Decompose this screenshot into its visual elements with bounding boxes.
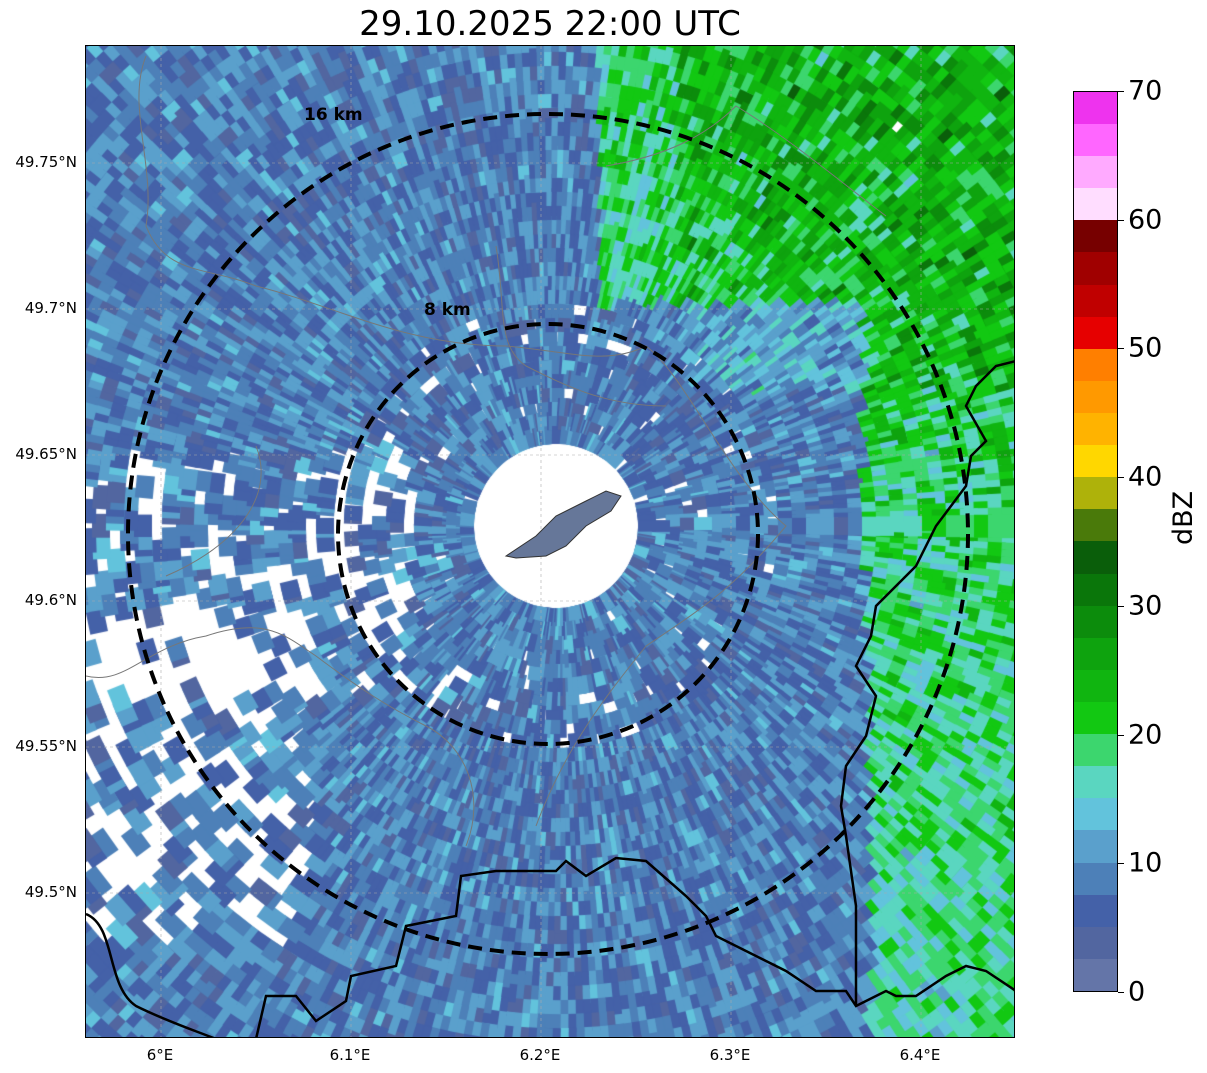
colorbar-tick bbox=[1118, 992, 1124, 993]
colorbar-bin bbox=[1074, 124, 1117, 157]
colorbar-bin bbox=[1074, 156, 1117, 189]
colorbar-bin bbox=[1074, 830, 1117, 863]
range-ring-16km bbox=[126, 112, 970, 956]
country-borders bbox=[86, 360, 1014, 1037]
map-title: 29.10.2025 22:00 UTC bbox=[359, 4, 741, 44]
colorbar-bin bbox=[1074, 573, 1117, 606]
y-tick: 49.65°N bbox=[15, 445, 77, 463]
gridlines bbox=[86, 46, 1014, 1037]
colorbar-bin bbox=[1074, 316, 1117, 349]
colorbar-tick-label: 20 bbox=[1128, 719, 1163, 751]
colorbar-tick-label: 30 bbox=[1128, 590, 1163, 622]
colorbar-bin bbox=[1074, 605, 1117, 638]
colorbar bbox=[1073, 91, 1118, 992]
x-tick: 6°E bbox=[146, 1046, 174, 1064]
y-tick: 49.6°N bbox=[24, 591, 77, 609]
colorbar-bin bbox=[1074, 188, 1117, 221]
colorbar-bin bbox=[1074, 798, 1117, 831]
colorbar-tick bbox=[1118, 91, 1124, 92]
colorbar-bin bbox=[1074, 509, 1117, 542]
colorbar-bin bbox=[1074, 348, 1117, 381]
colorbar-bin bbox=[1074, 766, 1117, 799]
colorbar-tick-label: 40 bbox=[1128, 461, 1163, 493]
colorbar-bin bbox=[1074, 477, 1117, 510]
colorbar-tick bbox=[1118, 863, 1124, 865]
colorbar-label: dBZ bbox=[1168, 490, 1199, 545]
x-tick: 6.1°E bbox=[329, 1046, 371, 1064]
y-tick: 49.75°N bbox=[15, 153, 77, 171]
colorbar-bin bbox=[1074, 894, 1117, 927]
colorbar-bin bbox=[1074, 958, 1117, 991]
colorbar-tick-label: 0 bbox=[1128, 976, 1146, 1008]
colorbar-bin bbox=[1074, 380, 1117, 414]
x-tick: 6.3°E bbox=[709, 1046, 751, 1064]
colorbar-tick-label: 70 bbox=[1128, 75, 1163, 107]
map-overlay: 8 km 16 km bbox=[86, 46, 1014, 1037]
x-tick: 6.4°E bbox=[899, 1046, 941, 1064]
colorbar-bin bbox=[1074, 284, 1117, 317]
colorbar-tick bbox=[1118, 348, 1124, 350]
range-ring-8km bbox=[336, 322, 760, 746]
colorbar-tick-label: 50 bbox=[1128, 332, 1163, 364]
x-tick: 6.2°E bbox=[519, 1046, 561, 1064]
colorbar-bin bbox=[1074, 541, 1117, 574]
colorbar-bin bbox=[1074, 862, 1117, 895]
colorbar-bin bbox=[1074, 91, 1117, 125]
y-tick: 49.5°N bbox=[24, 883, 77, 901]
city-area-shape bbox=[504, 490, 622, 559]
colorbar-bin bbox=[1074, 252, 1117, 285]
colorbar-bin bbox=[1074, 669, 1117, 703]
colorbar-bin bbox=[1074, 926, 1117, 959]
y-tick: 49.7°N bbox=[24, 299, 77, 317]
colorbar-bin bbox=[1074, 637, 1117, 670]
colorbar-bin bbox=[1074, 220, 1117, 253]
admin-boundaries bbox=[86, 55, 887, 847]
colorbar-bin bbox=[1074, 702, 1117, 735]
range-rings bbox=[126, 112, 970, 956]
colorbar-tick bbox=[1118, 219, 1124, 221]
ring-label-16km: 16 km bbox=[304, 105, 363, 125]
colorbar-tick bbox=[1118, 477, 1124, 479]
radar-map: 8 km 16 km bbox=[85, 45, 1015, 1038]
colorbar-tick-label: 10 bbox=[1128, 847, 1163, 879]
colorbar-bin bbox=[1074, 734, 1117, 767]
colorbar-bin bbox=[1074, 445, 1117, 478]
colorbar-tick bbox=[1118, 734, 1124, 736]
colorbar-tick-label: 60 bbox=[1128, 204, 1163, 236]
ring-label-8km: 8 km bbox=[424, 300, 471, 320]
y-tick: 49.55°N bbox=[15, 737, 77, 755]
colorbar-bin bbox=[1074, 413, 1117, 446]
colorbar-tick bbox=[1118, 605, 1124, 607]
